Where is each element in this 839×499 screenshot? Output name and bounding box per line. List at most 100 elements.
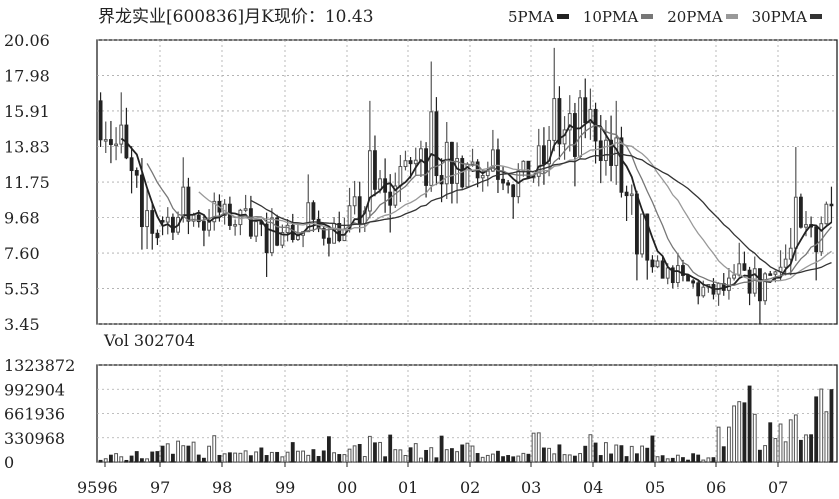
volume-bar xyxy=(829,389,834,463)
volume-bar xyxy=(603,442,608,463)
candle-body xyxy=(413,159,418,165)
candle-body xyxy=(824,203,829,225)
ma-line xyxy=(146,124,833,286)
candle-body xyxy=(98,100,103,141)
volume-bar xyxy=(640,445,645,463)
x-tick-label: 02 xyxy=(460,478,480,497)
volume-bar xyxy=(103,458,108,463)
volume-bar xyxy=(609,453,614,463)
candle-body xyxy=(150,210,155,234)
volume-bar xyxy=(139,458,144,463)
candle-body xyxy=(645,213,650,261)
ma-legend-text: 5PMA xyxy=(508,8,554,26)
x-tick-label: 99 xyxy=(275,478,295,497)
ma-legend-item: 10PMA xyxy=(583,8,654,26)
x-tick-label: 05 xyxy=(645,478,665,497)
candle-body xyxy=(134,170,139,176)
candle-body xyxy=(429,111,434,186)
volume-bar xyxy=(449,448,454,463)
price-tick-label: 15.91 xyxy=(4,102,50,121)
candle-body xyxy=(114,143,119,147)
candle-body xyxy=(521,160,526,172)
volume-bar xyxy=(129,455,134,463)
volume-bar xyxy=(119,456,124,463)
volume-bar xyxy=(716,426,721,463)
candle-body xyxy=(326,237,331,244)
candle-body xyxy=(490,149,495,172)
candle-body xyxy=(603,139,608,162)
volume-bar xyxy=(475,453,480,463)
candle-body xyxy=(321,228,326,239)
volume-bar xyxy=(290,442,295,463)
volume-bar xyxy=(321,450,326,463)
volume-bar xyxy=(552,453,557,463)
volume-bar-layer xyxy=(98,385,834,463)
volume-tick-label: 661936 xyxy=(4,405,65,424)
candle-body xyxy=(624,191,629,197)
volume-bar xyxy=(593,442,598,463)
candle-body xyxy=(619,137,624,193)
volume-bar xyxy=(191,441,196,463)
ma-line xyxy=(198,142,832,282)
volume-bar xyxy=(557,444,562,463)
volume-bar xyxy=(501,456,505,463)
candle-body xyxy=(103,139,108,142)
volume-bar xyxy=(259,447,264,463)
candle-body xyxy=(814,226,819,253)
volume-bar xyxy=(701,459,706,463)
candle-body xyxy=(186,186,191,222)
candle-body xyxy=(196,214,201,223)
volume-bar xyxy=(460,444,465,463)
candle-body xyxy=(742,263,747,271)
volume-bar xyxy=(814,396,819,463)
candle-body xyxy=(572,113,577,157)
candle-body xyxy=(119,124,124,145)
volume-bar xyxy=(650,435,655,463)
ma-legend-item: 20PMA xyxy=(667,8,738,26)
candle-body xyxy=(408,160,413,165)
candle-body xyxy=(254,221,259,237)
x-tick-label: 98 xyxy=(212,478,232,497)
price-tick-label: 17.98 xyxy=(4,67,50,86)
volume-bar xyxy=(536,432,541,463)
volume-bar xyxy=(217,454,222,463)
volume-bar xyxy=(124,459,129,463)
candle-body xyxy=(541,145,546,165)
volume-bar xyxy=(326,436,331,463)
candle-body xyxy=(804,224,808,228)
volume-bar xyxy=(485,454,490,463)
volume-bar xyxy=(562,454,567,463)
candle-body xyxy=(269,217,274,254)
volume-tick-label: 992904 xyxy=(4,380,65,399)
volume-bar xyxy=(655,456,660,463)
volume-bar xyxy=(176,440,181,463)
ma-line xyxy=(250,152,832,275)
candle-body xyxy=(201,221,206,231)
candle-body xyxy=(248,208,253,237)
volume-bar xyxy=(721,446,726,463)
candle-body xyxy=(650,259,655,268)
volume-bar xyxy=(243,450,248,463)
volume-bar xyxy=(598,455,603,463)
ma-legend-text: 20PMA xyxy=(667,8,723,26)
candle-body xyxy=(332,223,337,244)
volume-tick-label: 0 xyxy=(4,453,14,472)
candle-body xyxy=(681,265,685,276)
candle-body xyxy=(547,139,552,165)
candle-body xyxy=(373,150,377,190)
volume-bar xyxy=(624,456,629,463)
volume-bar xyxy=(114,453,119,463)
volume-bar xyxy=(809,434,813,463)
volume-bar xyxy=(408,447,413,463)
price-tick-label: 7.60 xyxy=(4,244,40,263)
candle-body xyxy=(829,203,834,207)
volume-bar xyxy=(732,405,737,463)
candle-body xyxy=(212,200,217,223)
volume-bar xyxy=(332,452,337,463)
grid-layer xyxy=(96,39,838,463)
volume-bar xyxy=(778,423,783,463)
candle-body xyxy=(732,274,737,279)
volume-bar xyxy=(793,414,798,463)
candle-body xyxy=(598,140,603,162)
axis-layer: 20.06 17.98 15.91 13.83 11.75 9.68 7.60 5.53 3.4… xyxy=(4,31,788,497)
